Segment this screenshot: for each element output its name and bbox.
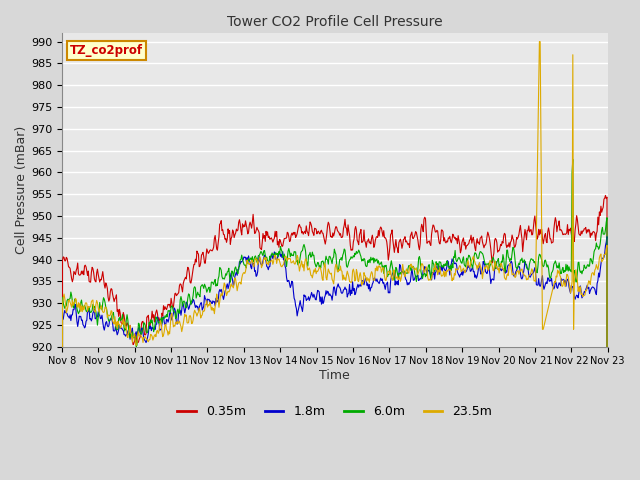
- Title: Tower CO2 Profile Cell Pressure: Tower CO2 Profile Cell Pressure: [227, 15, 443, 29]
- X-axis label: Time: Time: [319, 369, 350, 382]
- Y-axis label: Cell Pressure (mBar): Cell Pressure (mBar): [15, 126, 28, 254]
- Legend: 0.35m, 1.8m, 6.0m, 23.5m: 0.35m, 1.8m, 6.0m, 23.5m: [172, 400, 497, 423]
- Text: TZ_co2prof: TZ_co2prof: [70, 44, 143, 57]
